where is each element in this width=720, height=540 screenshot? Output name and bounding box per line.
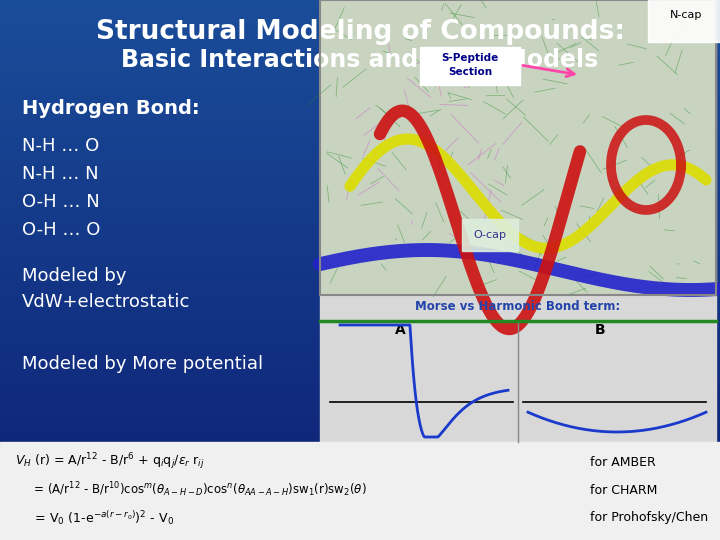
Bar [320,0,716,295]
Text: N-cap: N-cap [670,10,702,20]
Text: Basic Interactions and Their Models: Basic Interactions and Their Models [122,48,598,72]
Text: = V$_0$ (1-e$^{-a(r-r_0)}$)$^2$ - V$_0$: = V$_0$ (1-e$^{-a(r-r_0)}$)$^2$ - V$_0$ [15,509,174,527]
Text: Hydrogen Bond:: Hydrogen Bond: [22,98,199,118]
Text: B: B [595,323,606,337]
FancyArrowPatch shape [523,65,574,77]
Text: N-H … O: N-H … O [22,137,99,155]
Bar [320,0,716,295]
Bar [0,442,720,540]
Text: Modeled by: Modeled by [22,267,127,285]
Text: VdW+electrostatic: VdW+electrostatic [22,293,190,311]
Text: Section: Section [448,67,492,77]
Text: for CHARM: for CHARM [590,483,657,496]
Text: $V_H$ (r) = A/r$^{12}$ - B/r$^6$ + q$_i$q$_j$/$\varepsilon_r$ r$_{ij}$: $V_H$ (r) = A/r$^{12}$ - B/r$^6$ + q$_i$… [15,451,204,472]
Text: O-cap: O-cap [474,230,506,240]
Bar [320,295,716,442]
Text: A: A [395,323,405,337]
Text: N-H … N: N-H … N [22,165,99,183]
Text: Morse vs Harmonic Bond term:: Morse vs Harmonic Bond term: [415,300,621,314]
Bar [420,47,520,85]
Text: S-Peptide: S-Peptide [441,53,499,63]
Text: Modeled by More potential: Modeled by More potential [22,355,263,373]
Text: = (A/r$^{12}$ - B/r$^{10}$)cos$^m$($\theta_{A-H-D}$)cos$^n$($\theta_{AA-A-H}$)sw: = (A/r$^{12}$ - B/r$^{10}$)cos$^m$($\the… [15,481,366,500]
Text: for AMBER: for AMBER [590,456,656,469]
Text: O-H … O: O-H … O [22,221,100,239]
Text: for Prohofsky/Chen: for Prohofsky/Chen [590,511,708,524]
Text: O-H … N: O-H … N [22,193,100,211]
Text: Structural Modeling of Compounds:: Structural Modeling of Compounds: [96,19,624,45]
